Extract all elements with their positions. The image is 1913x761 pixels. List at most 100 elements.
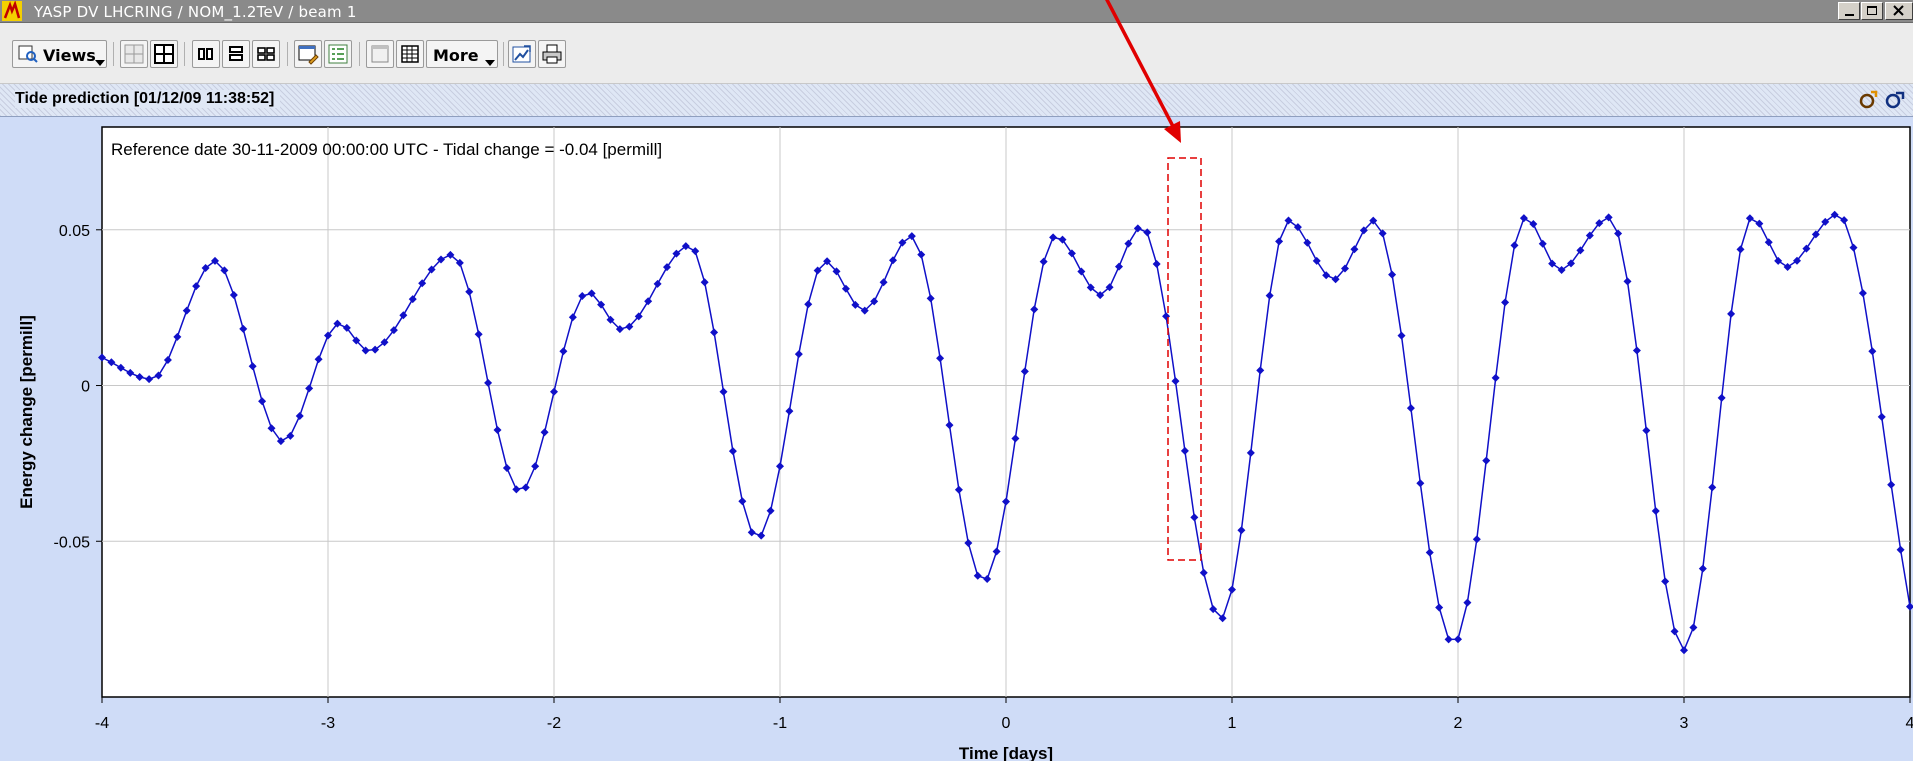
data-point-marker	[1604, 213, 1613, 222]
close-icon	[1893, 5, 1904, 16]
data-point-marker	[606, 315, 615, 324]
maximize-button[interactable]	[1861, 2, 1883, 20]
rows-icon	[229, 46, 243, 61]
data-point-marker	[1284, 216, 1293, 225]
data-point-marker	[107, 358, 116, 367]
data-point-marker	[1595, 219, 1604, 228]
data-point-marker	[766, 506, 775, 515]
data-point-marker	[333, 319, 342, 328]
data-point-marker	[879, 278, 888, 287]
table-view-button[interactable]	[396, 40, 424, 68]
data-point-marker	[691, 247, 700, 256]
data-point-marker	[502, 464, 511, 473]
series-energy-change	[98, 210, 1913, 655]
data-point-marker	[1717, 393, 1726, 402]
data-point-marker	[1293, 223, 1302, 232]
data-point-marker	[173, 332, 182, 341]
data-point-marker	[512, 485, 521, 494]
minimize-icon	[1845, 14, 1854, 16]
data-point-marker	[1557, 266, 1566, 275]
data-point-marker	[295, 412, 304, 421]
data-point-marker	[738, 497, 747, 506]
views-button[interactable]: Views	[12, 40, 107, 68]
data-point-marker	[1030, 305, 1039, 314]
data-point-marker	[1190, 513, 1199, 522]
columns-icon	[198, 48, 213, 60]
data-point-marker	[1256, 366, 1265, 375]
window-title: YASP DV LHCRING / NOM_1.2TeV / beam 1	[34, 3, 357, 21]
table-icon	[401, 45, 419, 63]
data-point-marker	[267, 424, 276, 433]
data-point-marker	[804, 300, 813, 309]
panel-header: Tide prediction [01/12/09 11:38:52]	[0, 84, 1913, 117]
data-point-marker	[1049, 233, 1058, 242]
data-point-marker	[568, 313, 577, 322]
data-point-marker	[276, 437, 285, 446]
data-point-marker	[408, 295, 417, 304]
views-dropdown-arrow-icon	[95, 60, 105, 66]
edit-properties-button[interactable]	[294, 40, 322, 68]
data-point-marker	[841, 284, 850, 293]
edit-properties-icon	[298, 45, 319, 65]
grid-layout-button[interactable]	[120, 40, 148, 68]
data-point-marker	[794, 350, 803, 359]
data-point-marker	[342, 323, 351, 332]
data-point-marker	[634, 312, 643, 321]
data-point-marker	[945, 421, 954, 430]
data-point-marker	[1501, 298, 1510, 307]
data-point-marker	[1755, 219, 1764, 228]
print-button[interactable]	[538, 40, 566, 68]
data-point-marker	[1868, 347, 1877, 356]
data-point-marker	[625, 322, 634, 331]
data-point-marker	[1623, 277, 1632, 286]
data-point-marker	[192, 282, 201, 291]
data-point-marker	[1058, 235, 1067, 244]
quad-layout-button[interactable]	[252, 40, 280, 68]
data-point-marker	[116, 363, 125, 372]
data-point-marker	[324, 331, 332, 340]
data-point-marker	[1388, 270, 1397, 279]
data-point-marker	[898, 238, 907, 247]
rows-layout-button[interactable]	[222, 40, 250, 68]
blank-panel-button[interactable]	[366, 40, 394, 68]
data-point-marker	[211, 256, 219, 265]
minimize-button[interactable]	[1838, 2, 1860, 20]
data-point-marker	[1275, 237, 1284, 246]
legend-button[interactable]	[324, 40, 352, 68]
data-point-marker	[1133, 224, 1142, 233]
x-tick-label: 3	[1680, 715, 1689, 732]
data-point-marker	[239, 324, 248, 333]
data-point-marker	[832, 267, 841, 276]
columns-layout-button[interactable]	[192, 40, 220, 68]
data-point-marker	[1510, 241, 1519, 250]
data-point-marker	[1802, 244, 1811, 253]
data-point-marker	[1670, 627, 1679, 636]
export-chart-button[interactable]	[508, 40, 536, 68]
data-point-marker	[1727, 309, 1736, 318]
data-point-marker	[1708, 483, 1717, 492]
data-point-marker	[936, 354, 945, 363]
data-point-marker	[1482, 456, 1491, 465]
data-point-marker	[1538, 239, 1547, 248]
data-point-marker	[1821, 217, 1830, 226]
tile-layout-icon	[154, 44, 174, 64]
blank-panel-icon	[371, 45, 389, 63]
data-point-marker	[1444, 635, 1453, 644]
detach-panel-icon[interactable]	[1884, 90, 1906, 110]
data-point-marker	[1774, 256, 1783, 265]
red-arrow	[1105, 0, 1181, 143]
data-point-marker	[889, 256, 897, 265]
data-point-marker	[126, 368, 135, 377]
tile-layout-button[interactable]	[150, 40, 178, 68]
data-point-marker	[587, 289, 596, 298]
data-point-marker	[1793, 256, 1801, 265]
data-point-marker	[446, 250, 455, 259]
data-point-marker	[220, 266, 229, 275]
data-point-marker	[1011, 434, 1020, 443]
data-point-marker	[823, 257, 832, 266]
refresh-icon[interactable]	[1858, 90, 1878, 110]
data-point-marker	[1896, 545, 1905, 554]
data-point-marker	[1849, 243, 1858, 252]
data-point-marker	[1002, 497, 1010, 506]
more-button[interactable]: More	[426, 40, 498, 68]
